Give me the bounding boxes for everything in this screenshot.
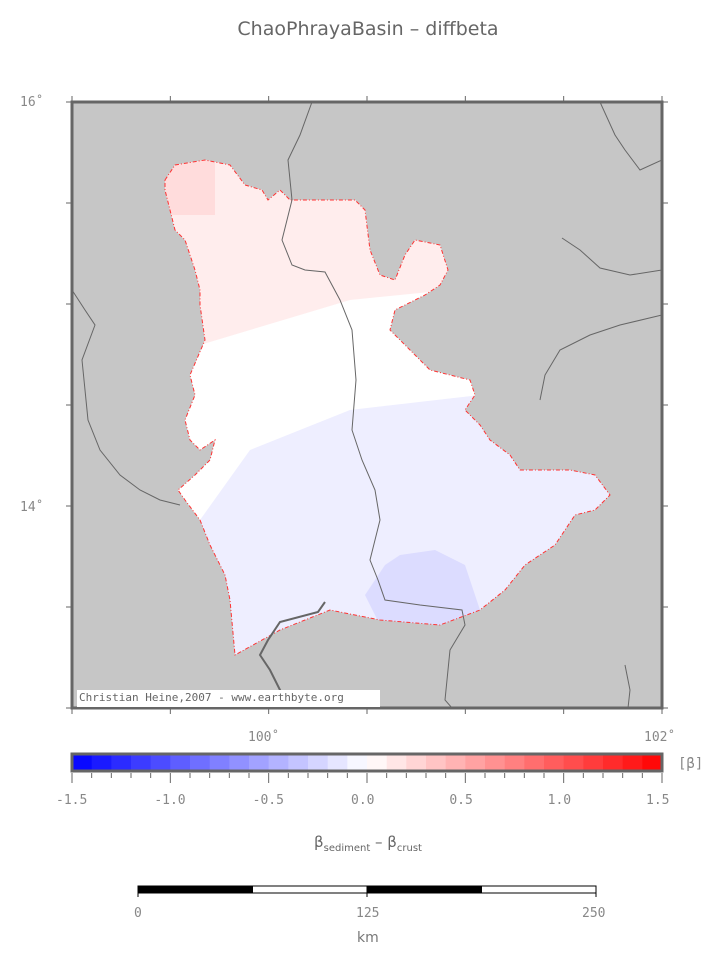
colorbar-bin bbox=[249, 754, 270, 771]
page-title: ChaoPhrayaBasin – diffbeta bbox=[237, 18, 499, 40]
colorbar-bin bbox=[229, 754, 250, 771]
colorbar-bin bbox=[367, 754, 388, 771]
scalebar bbox=[137, 885, 597, 897]
colorbar-bin bbox=[111, 754, 132, 771]
label-sep: – bbox=[370, 833, 388, 851]
colorbar-bin bbox=[72, 754, 93, 771]
credit-text: Christian Heine,2007 - www.earthbyte.org bbox=[79, 691, 344, 704]
colorbar-tick-label: -1.0 bbox=[154, 793, 186, 808]
colorbar-bin bbox=[465, 754, 486, 771]
scale-label-125: 125 bbox=[356, 906, 380, 921]
scale-unit: km bbox=[357, 930, 379, 946]
scalebar-segment bbox=[137, 885, 253, 894]
colorbar-bin bbox=[150, 754, 171, 771]
colorbar-bin bbox=[386, 754, 407, 771]
lon-label-100: 100˚ bbox=[248, 730, 280, 745]
colorbar-bin bbox=[268, 754, 289, 771]
colorbar-bin bbox=[544, 754, 565, 771]
colorbar-bin bbox=[622, 754, 643, 771]
axis-ticks bbox=[66, 96, 668, 714]
colorbar-bin bbox=[485, 754, 506, 771]
colorbar-bin bbox=[563, 754, 584, 771]
colorbar-bin bbox=[583, 754, 604, 771]
label-sediment: sediment bbox=[323, 843, 371, 854]
credit-box bbox=[77, 690, 380, 707]
lon-label-102: 102˚ bbox=[644, 730, 676, 745]
colorbar-bin bbox=[170, 754, 191, 771]
colorbar-bin bbox=[190, 754, 211, 771]
colorbar-label: βsediment – βcrust bbox=[0, 833, 720, 854]
colorbar-bin bbox=[642, 754, 663, 771]
colorbar-bin bbox=[524, 754, 545, 771]
colorbar-bin bbox=[91, 754, 112, 771]
colorbar-frame bbox=[70, 752, 664, 773]
colorbar-bin bbox=[603, 754, 624, 771]
scale-label-250: 250 bbox=[582, 906, 606, 921]
colorbar-tick-label: -0.5 bbox=[252, 793, 284, 808]
lat-label-16: 16˚ bbox=[20, 95, 44, 110]
scalebar-segment bbox=[481, 885, 597, 894]
zone-delta bbox=[365, 550, 480, 630]
colorbar-bin bbox=[406, 754, 427, 771]
scalebar-segment bbox=[366, 885, 482, 894]
lat-label-14: 14˚ bbox=[20, 500, 44, 515]
colorbar-bin bbox=[426, 754, 447, 771]
label-beta1: β bbox=[314, 833, 324, 851]
colorbar-tick-label: 0.0 bbox=[351, 793, 375, 808]
colorbar-bin bbox=[347, 754, 368, 771]
colorbar-tick-label: -1.5 bbox=[56, 793, 88, 808]
colorbar-tick-label: 0.5 bbox=[449, 793, 473, 808]
colorbar-bin bbox=[288, 754, 309, 771]
colorbar-bin bbox=[327, 754, 348, 771]
colorbar-tick-label: 1.0 bbox=[547, 793, 572, 808]
colorbar-unit: [β] bbox=[678, 756, 704, 772]
zone-northwest bbox=[165, 160, 215, 215]
colorbar-bin bbox=[209, 754, 230, 771]
scalebar-segment bbox=[252, 885, 368, 894]
rivers bbox=[72, 102, 662, 708]
colorbar bbox=[70, 752, 664, 783]
colorbar-bin bbox=[308, 754, 329, 771]
label-beta2: β bbox=[387, 833, 397, 851]
colorbar-tick-label: 1.5 bbox=[646, 793, 670, 808]
colorbar-bin bbox=[445, 754, 466, 771]
colorbar-bin bbox=[504, 754, 525, 771]
scale-label-0: 0 bbox=[134, 906, 142, 921]
colorbar-bin bbox=[131, 754, 152, 771]
label-crust: crust bbox=[396, 843, 422, 854]
